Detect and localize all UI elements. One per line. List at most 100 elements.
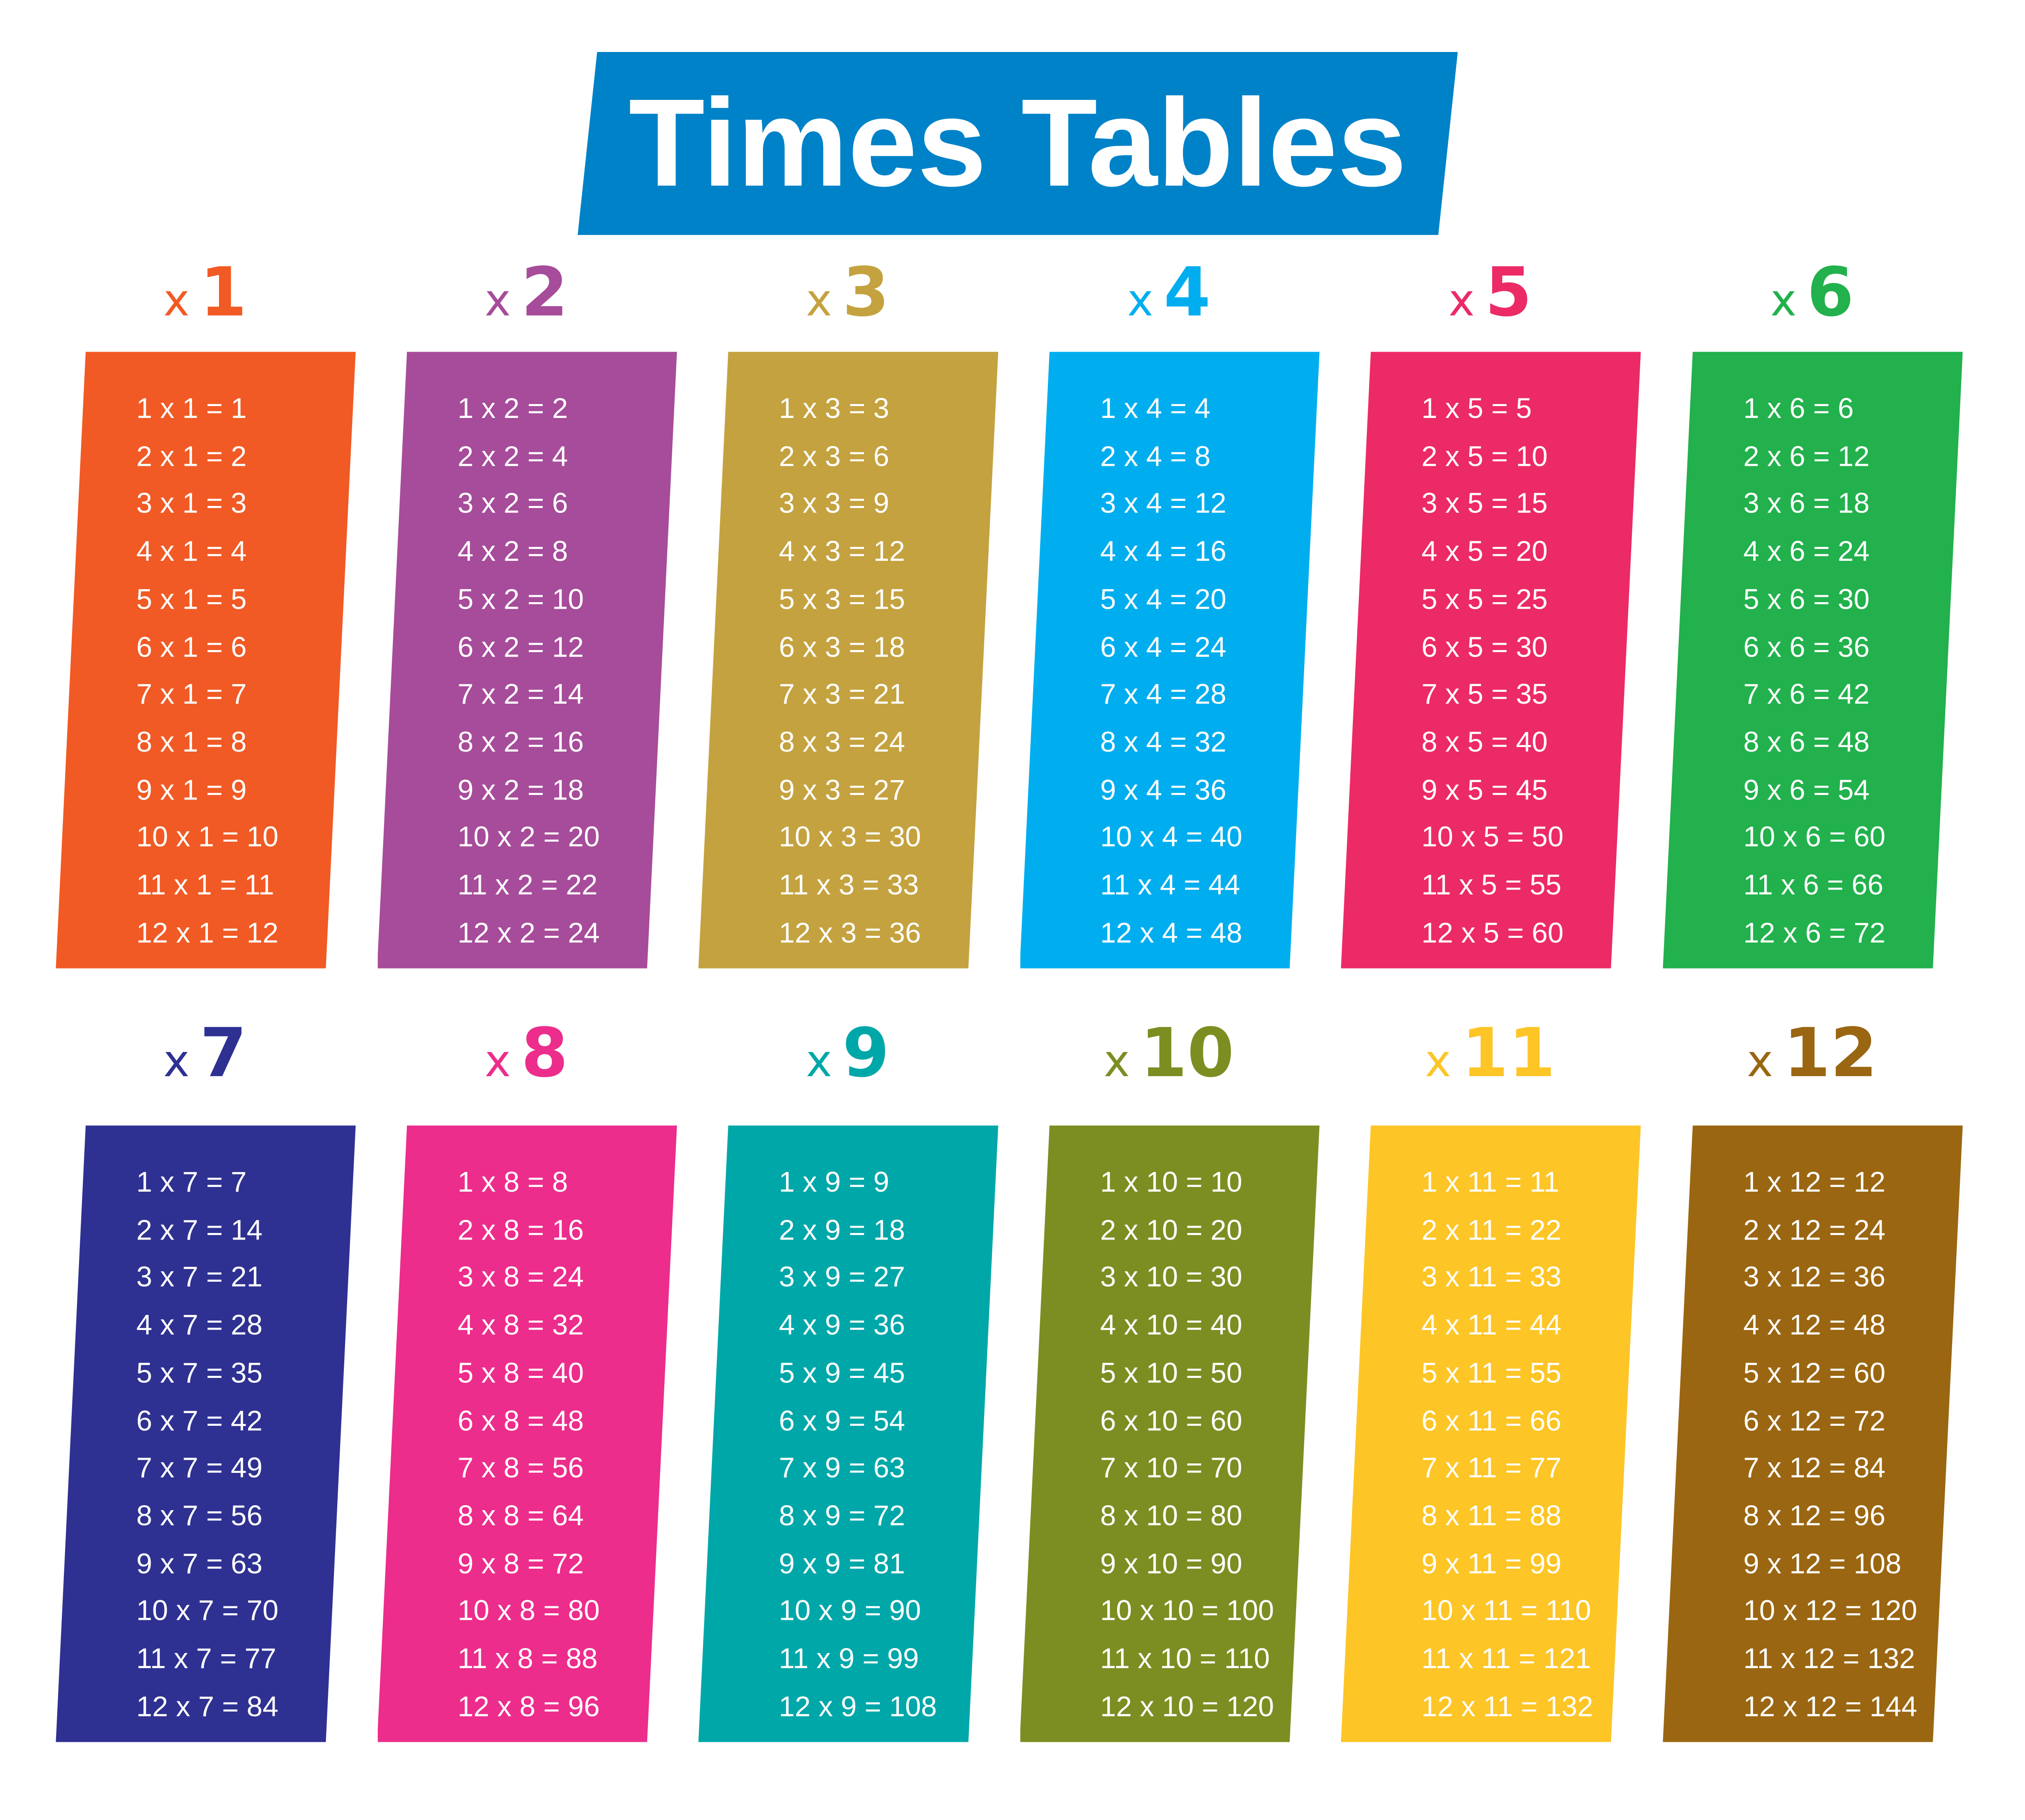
table-row: 4 x 2 = 8 bbox=[457, 535, 568, 568]
table-row: 1 x 5 = 5 bbox=[1421, 392, 1532, 425]
table-row: 8 x 8 = 64 bbox=[457, 1499, 584, 1532]
table-row: 5 x 6 = 30 bbox=[1743, 583, 1870, 615]
table-row: 12 x 5 = 60 bbox=[1421, 916, 1564, 949]
times-sign: x bbox=[484, 1036, 511, 1088]
table-row: 10 x 4 = 40 bbox=[1100, 821, 1242, 854]
times-sign: x bbox=[1770, 275, 1797, 327]
times-sign: x bbox=[163, 275, 190, 327]
table-row: 7 x 11 = 77 bbox=[1421, 1451, 1562, 1484]
table-row: 8 x 3 = 24 bbox=[779, 725, 905, 758]
table-row: 5 x 9 = 45 bbox=[779, 1356, 905, 1389]
table-row: 6 x 1 = 6 bbox=[136, 630, 247, 663]
table-row: 9 x 11 = 99 bbox=[1421, 1547, 1562, 1580]
multiplier: 10 bbox=[1140, 1015, 1235, 1093]
multiplier: 12 bbox=[1783, 1015, 1878, 1093]
table-row: 9 x 7 = 63 bbox=[136, 1547, 263, 1580]
table-row: 5 x 8 = 40 bbox=[457, 1356, 584, 1389]
multiplier: 1 bbox=[200, 254, 247, 332]
table-row: 3 x 7 = 21 bbox=[136, 1261, 263, 1294]
times-sign: x bbox=[1425, 1036, 1452, 1088]
times-sign: x bbox=[806, 1036, 832, 1088]
table-row: 10 x 11 = 110 bbox=[1421, 1594, 1591, 1627]
table-row: 4 x 4 = 16 bbox=[1100, 535, 1226, 568]
table-row: 6 x 10 = 60 bbox=[1100, 1404, 1242, 1436]
times-sign: x bbox=[484, 275, 511, 327]
table-row: 5 x 2 = 10 bbox=[457, 583, 584, 615]
table-row: 10 x 2 = 20 bbox=[457, 821, 600, 854]
table-row: 6 x 9 = 54 bbox=[779, 1404, 905, 1436]
table-row: 11 x 11 = 121 bbox=[1421, 1642, 1591, 1675]
multiplier: 3 bbox=[842, 254, 889, 332]
table-header-x12: x 12 bbox=[1682, 1015, 1942, 1093]
times-sign: x bbox=[1127, 275, 1154, 327]
table-row: 4 x 5 = 20 bbox=[1421, 535, 1548, 568]
table-row: 5 x 4 = 20 bbox=[1100, 583, 1226, 615]
table-row: 9 x 9 = 81 bbox=[779, 1547, 905, 1580]
table-row: 11 x 5 = 55 bbox=[1421, 868, 1562, 901]
table-row: 7 x 2 = 14 bbox=[457, 677, 584, 711]
table-row: 9 x 4 = 36 bbox=[1100, 773, 1226, 806]
table-row: 11 x 2 = 22 bbox=[457, 868, 598, 901]
table-row: 7 x 4 = 28 bbox=[1100, 677, 1226, 711]
table-row: 9 x 1 = 9 bbox=[136, 773, 247, 806]
table-row: 2 x 9 = 18 bbox=[779, 1213, 905, 1246]
table-row: 6 x 8 = 48 bbox=[457, 1404, 584, 1436]
table-row: 12 x 9 = 108 bbox=[779, 1689, 937, 1723]
table-row: 7 x 3 = 21 bbox=[779, 677, 905, 711]
table-row: 3 x 2 = 6 bbox=[457, 487, 568, 520]
table-row: 11 x 3 = 33 bbox=[779, 868, 919, 901]
table-row: 2 x 1 = 2 bbox=[136, 440, 247, 472]
table-header-x11: x 11 bbox=[1360, 1015, 1620, 1093]
times-sign: x bbox=[163, 1036, 190, 1088]
table-row: 7 x 6 = 42 bbox=[1743, 677, 1870, 711]
table-row: 11 x 1 = 11 bbox=[136, 868, 274, 901]
table-row: 5 x 7 = 35 bbox=[136, 1356, 263, 1389]
table-row: 3 x 10 = 30 bbox=[1100, 1261, 1242, 1294]
table-row: 4 x 8 = 32 bbox=[457, 1308, 584, 1341]
table-row: 2 x 12 = 24 bbox=[1743, 1213, 1886, 1246]
table-card-x2 bbox=[377, 352, 677, 969]
table-row: 2 x 4 = 8 bbox=[1100, 440, 1211, 472]
table-row: 4 x 1 = 4 bbox=[136, 535, 247, 568]
table-row: 1 x 10 = 10 bbox=[1100, 1165, 1242, 1199]
multiplier: 8 bbox=[521, 1015, 568, 1093]
table-row: 6 x 3 = 18 bbox=[779, 630, 905, 663]
table-card-x8 bbox=[377, 1125, 677, 1742]
table-row: 1 x 6 = 6 bbox=[1743, 392, 1854, 425]
multiplier: 2 bbox=[521, 254, 568, 332]
table-row: 1 x 1 = 1 bbox=[136, 392, 247, 425]
table-row: 10 x 1 = 10 bbox=[136, 821, 279, 854]
page-title: Times Tables bbox=[628, 73, 1407, 212]
table-row: 8 x 2 = 16 bbox=[457, 725, 584, 758]
table-row: 9 x 6 = 54 bbox=[1743, 773, 1870, 806]
table-row: 4 x 7 = 28 bbox=[136, 1308, 263, 1341]
title-banner bbox=[578, 52, 1458, 235]
multiplier: 9 bbox=[842, 1015, 889, 1093]
table-row: 2 x 5 = 10 bbox=[1421, 440, 1548, 472]
table-row: 5 x 11 = 55 bbox=[1421, 1356, 1562, 1389]
table-row: 11 x 10 = 110 bbox=[1100, 1642, 1270, 1675]
table-row: 9 x 8 = 72 bbox=[457, 1547, 584, 1580]
table-row: 7 x 8 = 56 bbox=[457, 1451, 584, 1484]
times-sign: x bbox=[1448, 275, 1475, 327]
table-row: 11 x 8 = 88 bbox=[457, 1642, 598, 1675]
table-row: 8 x 6 = 48 bbox=[1743, 725, 1870, 758]
table-row: 2 x 7 = 14 bbox=[136, 1213, 263, 1246]
table-row: 9 x 3 = 27 bbox=[779, 773, 905, 806]
table-row: 9 x 5 = 45 bbox=[1421, 773, 1548, 806]
table-row: 1 x 4 = 4 bbox=[1100, 392, 1211, 425]
table-row: 8 x 10 = 80 bbox=[1100, 1499, 1242, 1532]
table-row: 7 x 5 = 35 bbox=[1421, 677, 1548, 711]
table-row: 1 x 8 = 8 bbox=[457, 1165, 568, 1199]
table-row: 8 x 5 = 40 bbox=[1421, 725, 1548, 758]
table-row: 10 x 3 = 30 bbox=[779, 821, 921, 854]
table-row: 6 x 11 = 66 bbox=[1421, 1404, 1562, 1436]
table-row: 5 x 1 = 5 bbox=[136, 583, 247, 615]
times-sign: x bbox=[806, 275, 832, 327]
